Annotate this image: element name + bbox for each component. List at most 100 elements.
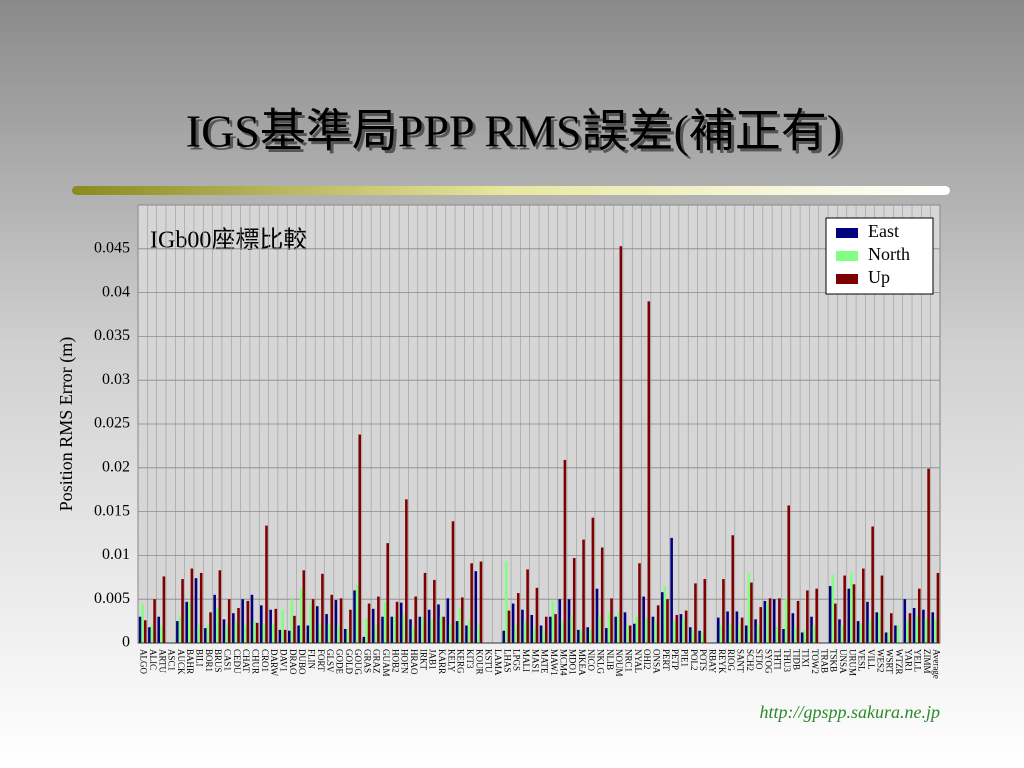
bar <box>365 618 368 643</box>
bar <box>719 625 723 643</box>
bar <box>374 625 378 643</box>
bar <box>656 605 660 643</box>
x-tick-label: NKLG <box>596 649 606 674</box>
bar <box>666 599 669 643</box>
bar <box>738 625 741 643</box>
bar <box>530 614 534 643</box>
bar <box>586 627 589 643</box>
bar <box>215 607 219 643</box>
bar <box>353 590 356 643</box>
bar <box>922 609 925 643</box>
bar <box>479 561 483 643</box>
bar <box>894 625 897 643</box>
bar <box>474 571 478 643</box>
bar <box>470 563 473 643</box>
legend-swatch <box>836 251 858 261</box>
bar <box>143 620 147 643</box>
bar <box>190 568 194 643</box>
x-tick-label: KSTU <box>484 649 494 673</box>
bar <box>355 585 359 643</box>
bar <box>663 586 667 643</box>
bar <box>554 614 557 643</box>
bar <box>337 625 340 643</box>
x-tick-label: REYK <box>717 649 727 674</box>
x-tick-label: NOUM <box>614 649 624 677</box>
bar <box>567 599 571 643</box>
bar <box>414 596 417 643</box>
bar <box>868 621 872 643</box>
x-tick-label: DUBO <box>297 649 307 675</box>
x-tick-label: TIDB <box>791 649 801 670</box>
bar <box>209 612 212 643</box>
bar <box>405 499 408 643</box>
x-tick-label: MCM4 <box>558 649 568 676</box>
x-tick-label: CHUR <box>251 649 261 674</box>
bar <box>255 622 259 643</box>
x-tick-label: OHI2 <box>642 649 652 670</box>
bar <box>694 583 697 643</box>
bar <box>756 625 760 643</box>
x-tick-label: CAS1 <box>223 649 233 671</box>
x-tick-label: BAHR <box>185 649 195 674</box>
bar <box>334 600 338 643</box>
x-tick-label: YAR1 <box>903 649 913 672</box>
bar <box>477 625 480 643</box>
x-tick-label: THTI <box>773 649 783 670</box>
bar <box>411 627 415 643</box>
source-url: http://gpspp.sakura.ne.jp <box>760 702 941 722</box>
bar <box>890 613 893 643</box>
title-rule <box>72 186 950 195</box>
bar <box>768 598 772 643</box>
bar <box>728 623 732 643</box>
bar <box>325 614 328 643</box>
bar <box>871 526 874 643</box>
bar <box>181 579 184 643</box>
bar <box>206 625 210 643</box>
bar <box>271 623 275 643</box>
x-tick-label: RBAY <box>707 649 717 674</box>
bar <box>274 608 278 643</box>
bar <box>371 608 375 643</box>
bar <box>287 630 291 643</box>
bar <box>399 602 403 643</box>
x-tick-label: AUCK <box>176 649 186 675</box>
bar <box>744 625 748 643</box>
bar <box>908 613 912 643</box>
bar <box>831 574 835 643</box>
bar <box>283 629 287 643</box>
bar <box>794 627 797 643</box>
bar <box>936 572 940 643</box>
bar <box>297 625 300 643</box>
x-tick-label: SYOG <box>763 649 773 674</box>
bar <box>675 614 679 643</box>
x-tick-label: CEDU <box>232 649 242 674</box>
bar <box>383 601 387 643</box>
bar <box>644 618 648 643</box>
y-tick-label: 0.025 <box>94 415 130 432</box>
bar <box>843 575 846 643</box>
x-tick-label: LAMA <box>493 649 503 676</box>
bar <box>924 618 928 643</box>
x-tick-label: GRAS <box>362 649 372 673</box>
x-tick-label: UNSA <box>838 649 848 674</box>
bar <box>619 246 623 643</box>
x-tick-label: NYAL <box>633 649 643 673</box>
bar <box>194 578 198 643</box>
bar <box>176 621 179 643</box>
bar <box>150 625 154 643</box>
x-tick-label: KOUR <box>474 649 484 675</box>
bar <box>315 606 319 643</box>
bar <box>458 607 462 643</box>
bar <box>847 588 851 643</box>
x-tick-label: BRUS <box>213 649 223 673</box>
bar <box>505 561 508 643</box>
bar <box>577 629 580 643</box>
x-tick-label: MAW1 <box>549 649 559 676</box>
x-tick-label: FORT <box>316 649 326 672</box>
legend-label: East <box>868 221 899 241</box>
x-tick-label: VESL <box>857 649 867 672</box>
x-tick-label: CHAT <box>241 649 251 673</box>
bar <box>626 625 629 643</box>
bar <box>321 573 324 643</box>
